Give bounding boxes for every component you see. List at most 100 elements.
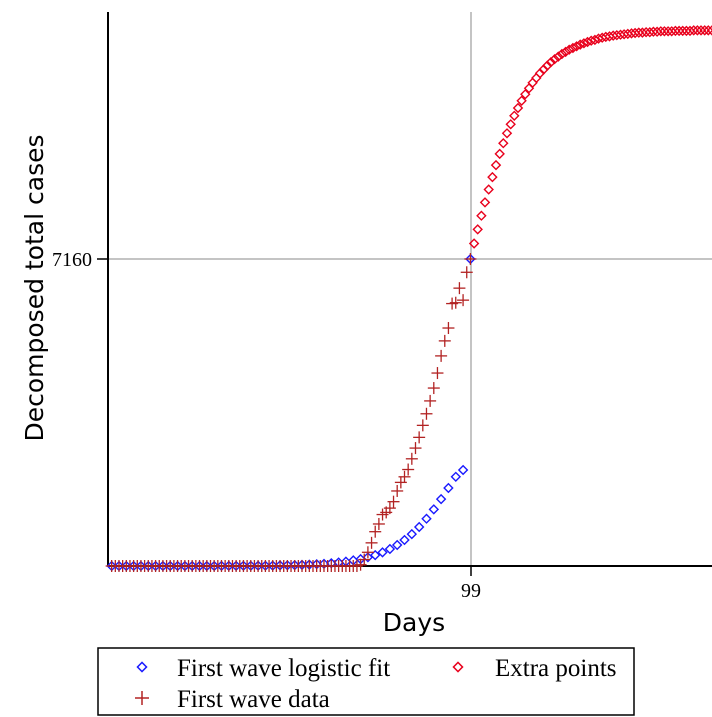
data-point-extra — [545, 56, 557, 68]
x-tick-label: 99 — [461, 580, 481, 602]
data-point-plus — [427, 382, 440, 395]
data-point-fit — [377, 547, 388, 558]
data-point-plus — [416, 419, 429, 432]
data-point-plus — [460, 266, 473, 279]
legend: First wave logistic fit Extra points Fir… — [97, 647, 635, 716]
data-point-fit — [355, 553, 366, 565]
data-point-extra — [527, 77, 538, 89]
data-point-plus — [424, 394, 437, 407]
data-point-fit — [421, 513, 432, 524]
legend-label-data: First wave data — [177, 686, 330, 713]
data-point-fit — [384, 543, 396, 555]
data-point-plus — [358, 553, 371, 566]
data-point-fit — [465, 253, 476, 265]
legend-item-extra: Extra points — [452, 655, 617, 682]
data-point-fit — [135, 560, 147, 572]
axes — [97, 12, 712, 576]
data-point-extra — [542, 60, 553, 71]
data-point-extra — [706, 25, 712, 36]
data-point-fit — [245, 560, 257, 572]
data-point-extra — [509, 110, 520, 122]
data-point-fit — [267, 560, 278, 571]
data-point-plus — [438, 334, 451, 347]
data-point-plus — [361, 546, 374, 559]
data-point-plus — [453, 282, 466, 295]
data-point-fit — [369, 549, 381, 561]
legend-item-data: First wave data — [135, 686, 330, 713]
data-point-fit — [333, 557, 344, 568]
diamond-icon — [136, 661, 148, 673]
data-point-fit — [340, 556, 352, 567]
data-point-extra — [553, 51, 564, 62]
y-tick-label: 7160 — [52, 249, 92, 271]
data-point-fit — [282, 560, 293, 571]
data-point-fit — [348, 555, 359, 566]
data-point-extra — [487, 171, 498, 183]
data-point-fit — [260, 560, 271, 571]
data-point-fit — [406, 528, 418, 540]
y-axis-title: Decomposed total cases — [20, 134, 49, 441]
data-point-fit — [121, 560, 132, 572]
data-point-extra — [468, 238, 480, 249]
data-point-plus — [372, 517, 385, 530]
data-point-plus — [402, 463, 415, 476]
reference-lines — [108, 12, 712, 566]
data-point-extra — [512, 102, 524, 114]
legend-box — [97, 647, 635, 716]
data-point-fit — [179, 560, 191, 572]
data-point-fit — [106, 560, 117, 572]
legend-label-fit: First wave logistic fit — [177, 655, 390, 682]
data-point-plus — [405, 452, 418, 465]
data-point-fit — [223, 560, 235, 572]
data-point-fit — [172, 560, 183, 572]
data-point-fit — [150, 560, 161, 572]
data-point-plus — [431, 367, 444, 380]
data-point-fit — [208, 560, 220, 572]
data-point-extra — [563, 44, 575, 55]
x-axis-title: Days — [383, 608, 445, 637]
data-point-extra — [534, 68, 546, 79]
data-point-extra — [501, 128, 513, 139]
data-point-fit — [457, 464, 469, 476]
data-point-fit — [428, 504, 440, 515]
data-point-plus — [391, 484, 404, 497]
data-point-extra — [505, 119, 516, 130]
data-point-plus — [369, 525, 382, 538]
data-point-extra — [560, 46, 571, 58]
data-point-fit — [186, 560, 198, 572]
data-point-extra — [567, 42, 579, 54]
data-point-extra — [472, 224, 483, 235]
plus-icon — [135, 691, 149, 705]
data-point-plus — [365, 536, 378, 549]
data-point-fit — [399, 534, 410, 546]
diamond-icon — [452, 661, 464, 673]
data-point-extra — [476, 210, 487, 221]
data-point-plus — [398, 470, 411, 483]
data-point-plus — [409, 442, 422, 455]
data-point-fit — [128, 560, 139, 572]
data-point-extra — [498, 137, 509, 149]
data-point-fit — [296, 559, 308, 571]
data-point-fit — [391, 539, 403, 551]
data-point-extra — [556, 48, 568, 60]
data-point-extra — [516, 95, 527, 107]
data-point-fit — [450, 471, 462, 483]
data-point-fit — [435, 493, 447, 505]
data-point-fit — [113, 560, 125, 572]
data-point-fit — [304, 559, 315, 570]
data-point-fit — [164, 560, 176, 572]
legend-item-fit: First wave logistic fit — [136, 655, 390, 682]
data-point-fit — [413, 521, 425, 533]
data-point-plus — [387, 495, 400, 508]
data-point-fit — [230, 560, 242, 572]
data-point-plus — [413, 431, 426, 444]
data-point-plus — [464, 252, 477, 265]
data-point-plus — [457, 294, 470, 307]
data-point-fit — [201, 560, 213, 572]
data-point-extra — [549, 53, 560, 65]
data-point-plus — [449, 296, 462, 309]
data-point-fit — [443, 482, 454, 494]
data-point-extra — [520, 89, 531, 100]
data-point-fit — [252, 560, 264, 571]
